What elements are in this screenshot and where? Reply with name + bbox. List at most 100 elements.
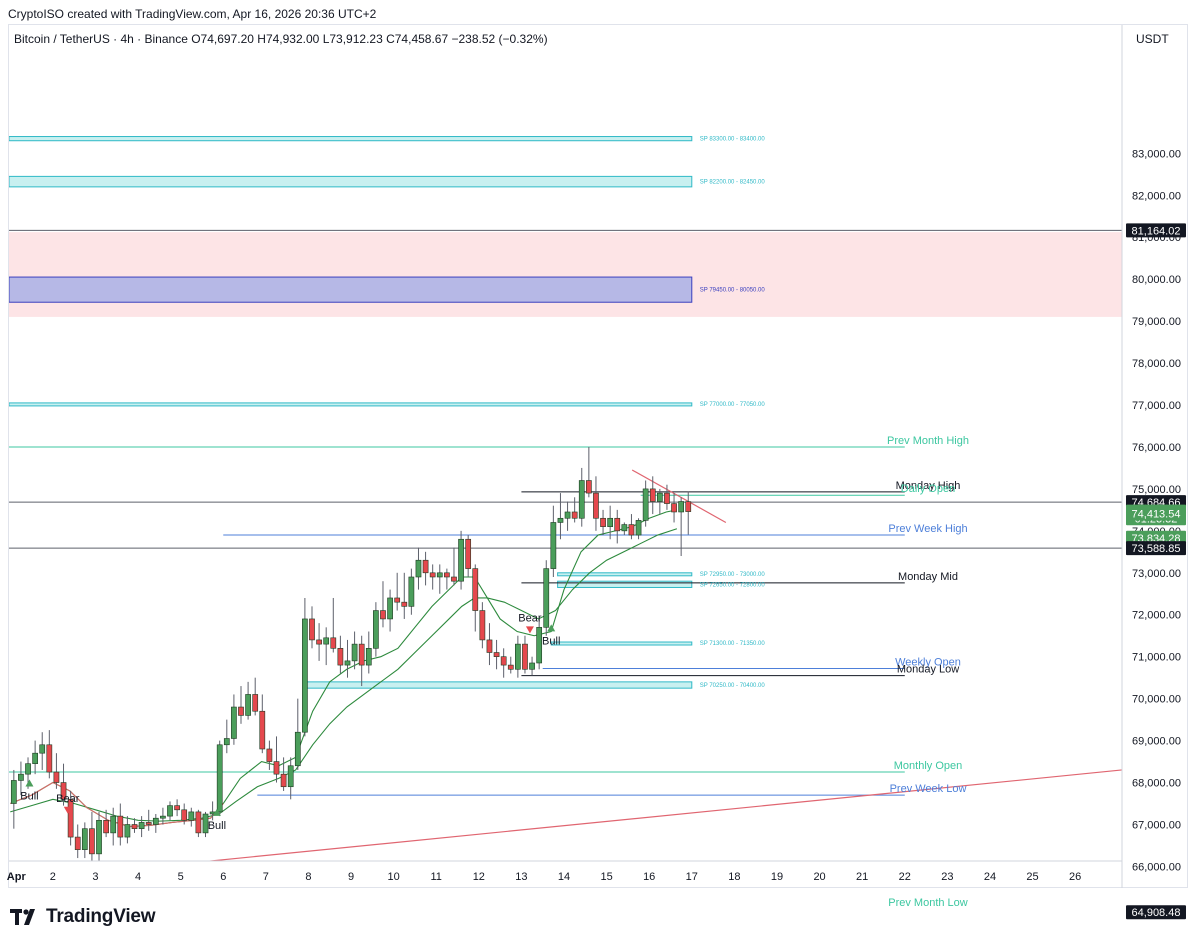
candle-body — [323, 637, 330, 645]
candle-body — [422, 559, 429, 574]
candle-body — [46, 744, 53, 773]
zone-label: SP 71300.00 - 71350.00 — [700, 641, 766, 647]
price-tick-label: 71,000.00 — [1132, 652, 1181, 664]
levels-layer — [9, 446, 905, 796]
candle-body — [181, 809, 188, 821]
level-label: Weekly Open — [895, 656, 961, 668]
candle-body — [444, 572, 450, 578]
zone-supply — [9, 175, 693, 188]
rays-layer — [9, 229, 1122, 549]
price-badge-label: 81,164.02 — [1132, 225, 1181, 237]
candle-body — [316, 639, 322, 645]
candle-body — [152, 817, 159, 825]
candle-body — [578, 480, 585, 519]
trendlines-layer — [204, 469, 1122, 861]
price-badge — [1126, 541, 1186, 556]
bull-signal-icon — [547, 624, 556, 632]
candle-body — [550, 522, 557, 569]
price-badge — [1126, 905, 1186, 920]
candle-body — [429, 572, 436, 578]
symbol-info-bar: Bitcoin / TetherUS · 4h · Binance O74,69… — [14, 32, 548, 46]
ohlc-change: −238.52 (−0.32%) — [451, 32, 548, 46]
price-tick-label: 69,000.00 — [1132, 736, 1181, 748]
candle-body — [294, 731, 301, 767]
candle-body — [195, 811, 202, 834]
zone-blue — [9, 276, 693, 303]
signal-label: Bull — [208, 820, 226, 832]
price-tick-label: 82,000.00 — [1132, 190, 1181, 202]
time-tick-label: 18 — [728, 871, 740, 883]
candle-body — [586, 480, 592, 494]
zone-supply — [557, 580, 693, 588]
candle-body — [67, 799, 74, 838]
candle-body — [145, 822, 152, 825]
candle-body — [302, 618, 308, 733]
candle-body — [656, 492, 663, 502]
tradingview-logo-icon — [10, 909, 35, 925]
candle-body — [223, 738, 230, 746]
candle-body — [671, 503, 677, 513]
currency-label[interactable]: USDT — [1136, 32, 1169, 46]
candle-body — [74, 836, 81, 850]
candle-body — [408, 576, 415, 607]
candle-body — [621, 524, 628, 532]
candle-body — [458, 538, 464, 582]
chart-frame — [8, 24, 1188, 888]
candle-body — [39, 744, 46, 754]
candle-body — [60, 782, 67, 800]
candle-body — [557, 517, 564, 523]
candle-body — [18, 773, 24, 781]
bull-signal-icon — [25, 779, 34, 787]
candle-body — [373, 610, 379, 649]
candle-body — [309, 618, 315, 641]
bear-signal-icon — [63, 806, 72, 814]
time-tick-label: 13 — [515, 871, 527, 883]
candle-body — [465, 538, 472, 569]
price-badge-label: 74,413.54 — [1132, 509, 1181, 521]
price-tick-label: 76,000.00 — [1132, 442, 1181, 454]
level-label: Monday Low — [897, 664, 959, 676]
candle-body — [607, 517, 614, 527]
time-tick-label: 20 — [813, 871, 825, 883]
candle-body — [330, 637, 337, 649]
signal-label: Bear — [518, 612, 542, 624]
price-tick-label: 80,000.00 — [1132, 274, 1181, 286]
time-tick-label: 16 — [643, 871, 655, 883]
candle-body — [25, 763, 31, 775]
time-tick-label: 17 — [686, 871, 698, 883]
time-tick-label: 4 — [135, 871, 141, 883]
candle-body — [515, 643, 521, 670]
price-badge-label: 73,588.85 — [1132, 543, 1181, 555]
candle-body — [245, 694, 251, 716]
zone-label: SP 70250.00 - 70400.00 — [700, 683, 766, 689]
zone-label: SP 72950.00 - 73000.00 — [700, 572, 766, 578]
price-tick-label: 70,000.00 — [1132, 694, 1181, 706]
candle-body — [280, 773, 287, 788]
candle-body — [564, 511, 571, 519]
price-tick-label: 72,000.00 — [1132, 610, 1181, 622]
time-tick-label: 19 — [771, 871, 783, 883]
tradingview-logo[interactable]: TradingView — [10, 904, 156, 930]
time-tick-label: 2 — [50, 871, 56, 883]
candle-body — [259, 710, 266, 750]
zone-supply — [550, 641, 693, 646]
ohlc-high: H74,932.00 — [257, 32, 320, 46]
time-tick-label: 12 — [473, 871, 485, 883]
candle-body — [529, 662, 535, 670]
candle-body — [365, 648, 372, 666]
candle-body — [600, 517, 606, 527]
candle-body — [507, 664, 514, 670]
symbol-name[interactable]: Bitcoin / TetherUS · 4h · Binance — [14, 32, 188, 46]
candle-body — [642, 488, 649, 521]
level-label: Prev Month High — [887, 435, 969, 447]
ohlc-low: L73,912.23 — [322, 32, 383, 46]
zone-label: SP 79450.00 - 80050.00 — [700, 288, 766, 294]
candle-body — [89, 828, 95, 855]
level-label: Prev Week Low — [890, 783, 967, 795]
zone-label: SP 72650.00 - 72800.00 — [700, 582, 766, 588]
candle-body — [543, 568, 550, 628]
candle-body — [536, 627, 543, 664]
candle-body — [358, 643, 365, 666]
time-tick-label: 22 — [899, 871, 911, 883]
